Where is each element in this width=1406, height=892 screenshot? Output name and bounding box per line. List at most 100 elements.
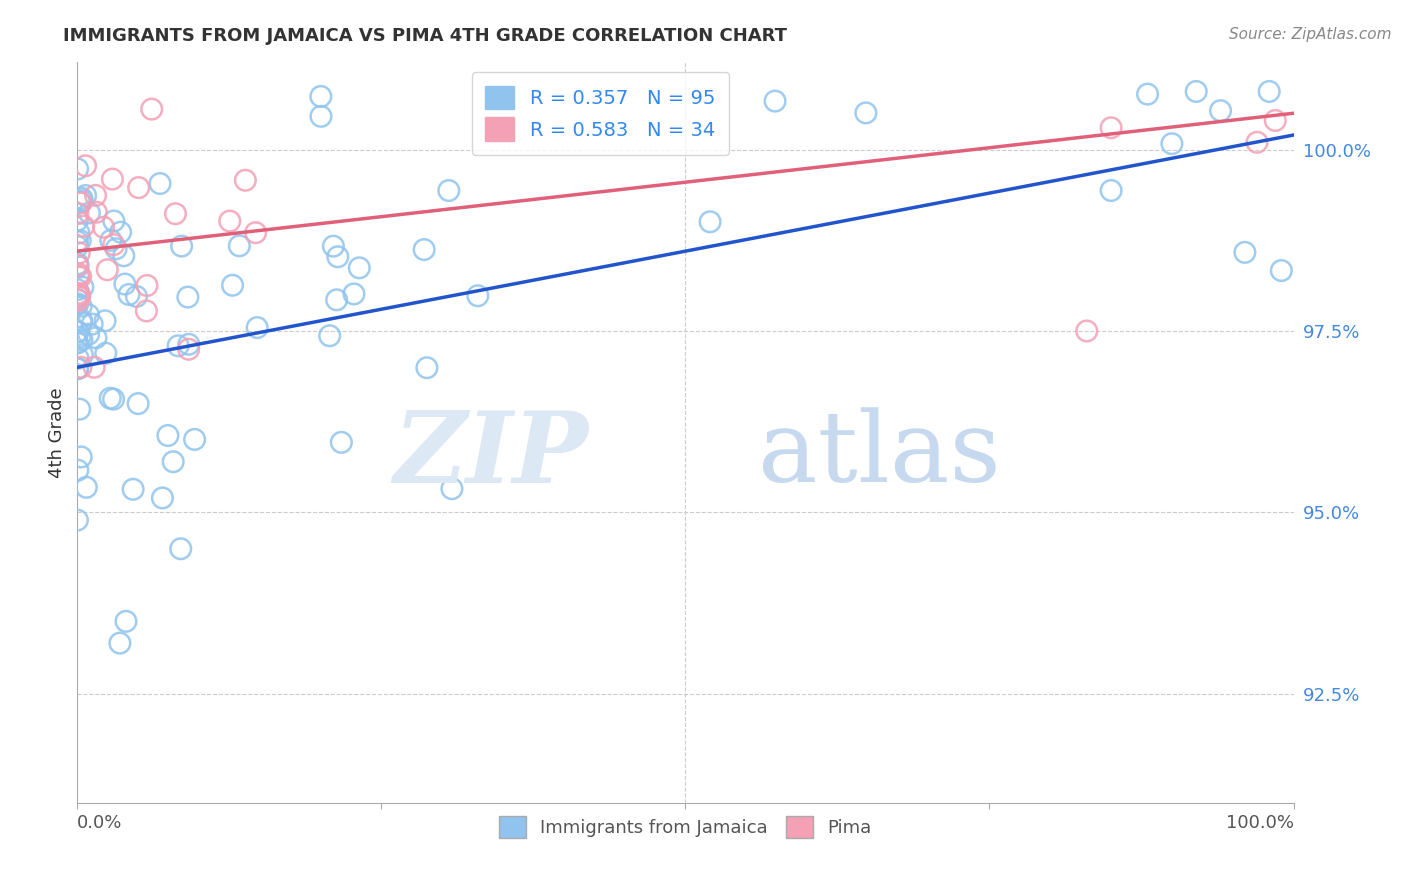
Point [1270, 263, 1292, 277]
Point [94, 346, 117, 360]
Text: 0.0%: 0.0% [77, 814, 122, 831]
Point [69, 269, 91, 284]
Text: atlas: atlas [758, 407, 1001, 503]
Point [135, 304, 157, 318]
Text: Source: ZipAtlas.com: Source: ZipAtlas.com [1229, 27, 1392, 42]
Point [70, 299, 93, 313]
Point [66, 463, 89, 477]
Point [67, 293, 90, 308]
Point [170, 541, 193, 556]
Point [136, 278, 159, 293]
Point [67, 259, 90, 273]
Point [66, 325, 89, 339]
Text: IMMIGRANTS FROM JAMAICA VS PIMA 4TH GRADE CORRELATION CHART: IMMIGRANTS FROM JAMAICA VS PIMA 4TH GRAD… [63, 27, 787, 45]
Point [70, 450, 93, 464]
Point [309, 109, 332, 123]
Point [326, 250, 349, 264]
Point [322, 239, 344, 253]
Point [73, 219, 96, 234]
Point [75, 188, 97, 202]
Point [67, 289, 90, 303]
Point [69, 330, 91, 344]
Text: 100.0%: 100.0% [1226, 814, 1294, 831]
Point [114, 277, 136, 291]
Point [67, 226, 90, 240]
Point [1161, 136, 1184, 151]
Point [325, 293, 347, 307]
Point [1099, 120, 1122, 135]
Point [162, 455, 184, 469]
Point [467, 289, 489, 303]
Point [66, 298, 89, 312]
Point [93, 220, 115, 235]
Point [246, 320, 269, 334]
Point [100, 233, 122, 247]
Point [228, 239, 250, 253]
Point [66, 286, 89, 301]
Point [437, 184, 460, 198]
Point [66, 239, 89, 253]
Point [855, 106, 877, 120]
Point [75, 480, 97, 494]
Point [70, 360, 93, 375]
Point [66, 259, 89, 273]
Point [66, 213, 89, 227]
Point [103, 237, 125, 252]
Point [128, 180, 150, 194]
Point [69, 195, 91, 210]
Point [1264, 113, 1286, 128]
Point [108, 636, 131, 650]
Point [66, 297, 89, 311]
Point [149, 177, 172, 191]
Point [343, 287, 366, 301]
Point [1185, 85, 1208, 99]
Point [125, 289, 148, 303]
Point [66, 513, 89, 527]
Point [1258, 85, 1281, 99]
Point [118, 287, 141, 301]
Point [170, 239, 193, 253]
Point [66, 293, 89, 307]
Point [318, 328, 340, 343]
Point [70, 194, 93, 208]
Point [69, 402, 91, 417]
Point [94, 314, 117, 328]
Point [66, 257, 89, 271]
Point [66, 325, 89, 339]
Point [235, 173, 257, 187]
Point [66, 283, 89, 297]
Point [66, 335, 89, 350]
Point [177, 290, 200, 304]
Point [72, 348, 94, 362]
Point [1136, 87, 1159, 102]
Point [1209, 103, 1232, 118]
Point [67, 267, 90, 281]
Point [67, 290, 90, 304]
Point [167, 339, 190, 353]
Point [69, 234, 91, 248]
Point [70, 316, 93, 330]
Point [1246, 136, 1268, 150]
Point [69, 287, 91, 301]
Point [110, 225, 132, 239]
Point [66, 351, 89, 366]
Point [1233, 245, 1256, 260]
Point [221, 278, 243, 293]
Point [70, 333, 93, 347]
Point [165, 207, 187, 221]
Point [72, 280, 94, 294]
Point [1099, 184, 1122, 198]
Point [82, 317, 104, 331]
Point [84, 331, 107, 345]
Y-axis label: 4th Grade: 4th Grade [48, 387, 66, 478]
Point [1076, 324, 1098, 338]
Point [77, 308, 100, 322]
Point [105, 242, 128, 256]
Point [245, 226, 267, 240]
Point [115, 615, 138, 629]
Point [122, 483, 145, 497]
Point [66, 161, 89, 176]
Point [416, 360, 439, 375]
Point [440, 482, 463, 496]
Point [101, 172, 124, 186]
